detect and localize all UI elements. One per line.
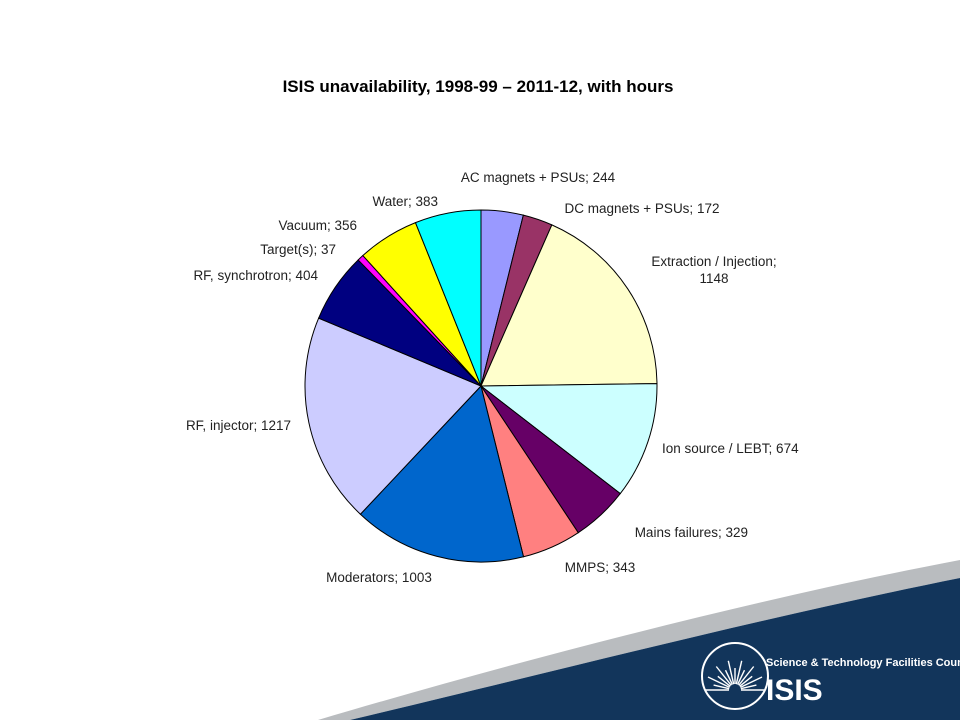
slice-label-target-s: Target(s); 37 bbox=[260, 242, 336, 257]
slice-label-mmps: MMPS; 343 bbox=[565, 560, 636, 575]
slice-label-rf-synchrotron: RF, synchrotron; 404 bbox=[193, 268, 318, 283]
slice-label-dc-magnets-psus: DC magnets + PSUs; 172 bbox=[565, 201, 720, 216]
chart-title: ISIS unavailability, 1998-99 – 2011-12, … bbox=[283, 77, 674, 96]
slice-label-vacuum: Vacuum; 356 bbox=[278, 218, 357, 233]
pie-chart bbox=[304, 209, 658, 563]
logo-isis-text: ISIS bbox=[766, 674, 823, 707]
pie-slice-ion-source-lebt bbox=[479, 383, 658, 495]
footer-band bbox=[318, 560, 960, 720]
slice-label-ion-source-lebt: Ion source / LEBT; 674 bbox=[662, 441, 799, 456]
pie-slice-extraction-injection bbox=[480, 224, 658, 387]
pie-labels: AC magnets + PSUs; 244 DC magnets + PSUs;… bbox=[186, 170, 799, 585]
slice-label-mains-failures: Mains failures; 329 bbox=[635, 525, 748, 540]
stfc-isis-logo: Science & Technology Facilities Council … bbox=[701, 642, 960, 710]
footer-band-stripe bbox=[318, 560, 960, 720]
slice-label-extraction-injection: Extraction / Injection; 1148 bbox=[651, 254, 776, 286]
slice-label-moderators: Moderators; 1003 bbox=[326, 570, 432, 585]
pie-slice-water bbox=[414, 209, 482, 387]
pie-slice-rf-injector bbox=[304, 317, 482, 515]
slice-label-water: Water; 383 bbox=[372, 194, 438, 209]
slice-label-rf-injector: RF, injector; 1217 bbox=[186, 418, 291, 433]
pie-slice-moderators bbox=[359, 384, 525, 563]
sunburst-logo-icon bbox=[701, 642, 769, 710]
footer-band-navy bbox=[350, 578, 960, 720]
logo-council-text: Science & Technology Facilities Council bbox=[766, 657, 960, 669]
slice-label-ac-magnets-psus: AC magnets + PSUs; 244 bbox=[461, 170, 616, 185]
